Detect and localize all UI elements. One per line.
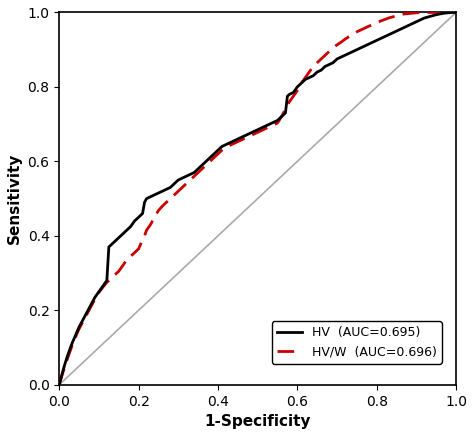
HV/W  (AUC=0.696) <box>453 10 459 15</box>
X-axis label: 1-Specificity: 1-Specificity <box>204 414 311 429</box>
Y-axis label: Sensitivity: Sensitivity <box>7 153 22 244</box>
Line: HV  (AUC=0.695): HV (AUC=0.695) <box>59 13 456 385</box>
HV  (AUC=0.695) <box>453 10 459 15</box>
HV  (AUC=0.695) <box>235 136 241 142</box>
HV  (AUC=0.695) <box>441 10 447 16</box>
HV  (AUC=0.695) <box>152 192 157 198</box>
HV/W  (AUC=0.696) <box>160 204 165 209</box>
HV  (AUC=0.695) <box>426 14 431 20</box>
HV/W  (AUC=0.696) <box>406 11 411 16</box>
Line: HV/W  (AUC=0.696): HV/W (AUC=0.696) <box>59 13 456 385</box>
HV/W  (AUC=0.696) <box>56 382 62 388</box>
HV  (AUC=0.695) <box>326 62 332 67</box>
HV/W  (AUC=0.696) <box>370 22 375 27</box>
HV/W  (AUC=0.696) <box>330 45 336 51</box>
HV/W  (AUC=0.696) <box>426 10 431 15</box>
HV/W  (AUC=0.696) <box>350 31 356 37</box>
Legend: HV  (AUC=0.695), HV/W  (AUC=0.696): HV (AUC=0.695), HV/W (AUC=0.696) <box>272 321 442 364</box>
HV  (AUC=0.695) <box>223 142 229 147</box>
HV/W  (AUC=0.696) <box>429 10 435 15</box>
HV  (AUC=0.695) <box>449 10 455 15</box>
HV  (AUC=0.695) <box>56 382 62 388</box>
